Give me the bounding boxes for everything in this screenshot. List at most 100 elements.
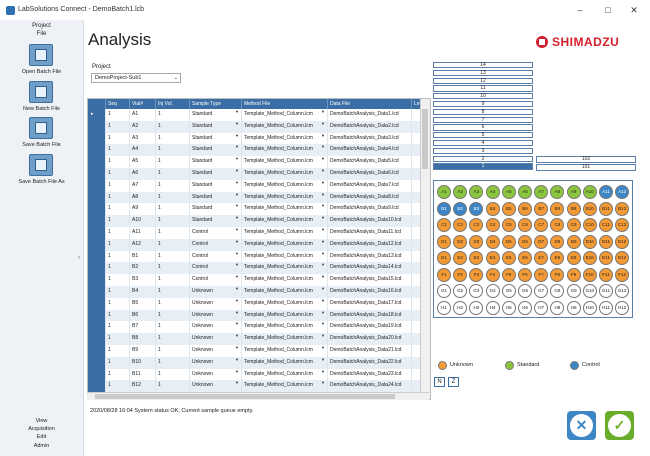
- vertical-scrollbar[interactable]: [420, 99, 430, 399]
- cell-method-file[interactable]: Template_Method_Column.lcm: [242, 109, 328, 121]
- cell-sample-type[interactable]: Unknown: [190, 333, 242, 345]
- ok-button[interactable]: ✓: [605, 411, 634, 440]
- plate-well[interactable]: F9: [566, 267, 581, 282]
- plate-well[interactable]: H3: [469, 300, 484, 315]
- n-toggle-button[interactable]: N: [434, 377, 445, 387]
- cell-method-file[interactable]: Template_Method_Column.lcm: [242, 262, 328, 275]
- plate-well[interactable]: A1: [437, 185, 451, 199]
- cell-injvol[interactable]: 1: [156, 286, 190, 298]
- row-selector[interactable]: [88, 132, 106, 145]
- dropdown-arrow-icon[interactable]: ▼: [235, 227, 239, 232]
- plate-well[interactable]: H6: [518, 300, 532, 315]
- plate-well[interactable]: H10: [582, 300, 597, 315]
- dropdown-arrow-icon[interactable]: ▼: [235, 191, 239, 197]
- table-row[interactable]: 1 A6 1 Standard ▼ Template_Method_Column.lcm ▼…: [88, 168, 430, 180]
- sidebar-menu-project[interactable]: Project: [32, 23, 51, 29]
- cell-injvol[interactable]: 1: [156, 156, 190, 168]
- cell-data-file[interactable]: DemoBatchAnalysis_Data5.lcd: [328, 156, 412, 168]
- table-row[interactable]: 1 A9 1 Standard ▼ Template_Method_Column.lcm ▼…: [88, 203, 430, 216]
- cell-injvol[interactable]: 1: [156, 132, 190, 145]
- plate-well[interactable]: B3: [469, 201, 484, 216]
- cell-data-file[interactable]: DemoBatchAnalysis_Data16.lcd: [328, 286, 412, 298]
- plate-well[interactable]: C2: [453, 218, 468, 232]
- cell-seq[interactable]: 1: [106, 309, 130, 322]
- cell-method-file[interactable]: Template_Method_Column.lcm: [242, 156, 328, 168]
- cell-seq[interactable]: 1: [106, 380, 130, 393]
- plate-well[interactable]: A2: [453, 185, 468, 199]
- plate-well[interactable]: D3: [469, 234, 484, 249]
- cell-sample-type[interactable]: Standard: [190, 156, 242, 168]
- row-selector[interactable]: [88, 156, 106, 168]
- new-batch-button[interactable]: New Batch File: [0, 81, 83, 117]
- col-header-sample-type[interactable]: Sample Type: [190, 99, 242, 109]
- cell-sample-type[interactable]: Unknown: [190, 309, 242, 322]
- row-selector[interactable]: [88, 309, 106, 322]
- dropdown-arrow-icon[interactable]: ▼: [321, 109, 325, 114]
- cell-method-file[interactable]: Template_Method_Column.lcm: [242, 356, 328, 369]
- plate-well[interactable]: D11: [599, 234, 613, 249]
- cell-method-file[interactable]: Template_Method_Column.lcm: [242, 333, 328, 345]
- cell-vial[interactable]: B12: [130, 380, 156, 393]
- cell-seq[interactable]: 1: [106, 274, 130, 286]
- cell-injvol[interactable]: 1: [156, 238, 190, 251]
- cell-data-file[interactable]: DemoBatchAnalysis_Data9.lcd: [328, 203, 412, 216]
- cell-data-file[interactable]: DemoBatchAnalysis_Data18.lcd: [328, 309, 412, 322]
- plate-well[interactable]: B11: [599, 201, 613, 216]
- plate-well[interactable]: C1: [437, 218, 451, 232]
- plate-well[interactable]: E8: [550, 251, 565, 265]
- cell-method-file[interactable]: Template_Method_Column.lcm: [242, 286, 328, 298]
- dropdown-arrow-icon[interactable]: ▼: [235, 345, 239, 350]
- plate-well[interactable]: E3: [469, 251, 484, 265]
- cell-vial[interactable]: B9: [130, 345, 156, 357]
- dropdown-arrow-icon[interactable]: ▼: [321, 356, 325, 362]
- cell-seq[interactable]: 1: [106, 250, 130, 263]
- plate-well[interactable]: A9: [566, 185, 581, 199]
- table-row[interactable]: 1 B8 1 Unknown ▼ Template_Method_Column.lcm ▼ D…: [88, 333, 430, 345]
- row-selector[interactable]: [88, 321, 106, 334]
- cell-vial[interactable]: B10: [130, 356, 156, 369]
- dropdown-arrow-icon[interactable]: ▼: [235, 356, 239, 362]
- cell-injvol[interactable]: 1: [156, 356, 190, 369]
- cell-data-file[interactable]: DemoBatchAnalysis_Data15.lcd: [328, 274, 412, 286]
- cell-data-file[interactable]: DemoBatchAnalysis_Data11.lcd: [328, 227, 412, 239]
- cell-sample-type[interactable]: Unknown: [190, 380, 242, 393]
- plate-well[interactable]: F8: [550, 267, 565, 282]
- plate-well[interactable]: D6: [518, 234, 532, 249]
- row-selector[interactable]: [88, 297, 106, 310]
- dropdown-arrow-icon[interactable]: ▼: [321, 132, 325, 138]
- cell-method-file[interactable]: Template_Method_Column.lcm: [242, 203, 328, 216]
- project-select[interactable]: DemoProject-Sub1 ⌄: [91, 73, 181, 83]
- row-selector[interactable]: [88, 333, 106, 345]
- table-row[interactable]: 1 B1 1 Control ▼ Template_Method_Column.lcm ▼ D…: [88, 250, 430, 263]
- plate-well[interactable]: D8: [550, 234, 565, 249]
- open-batch-button[interactable]: Open Batch File: [0, 44, 83, 80]
- table-row[interactable]: 1 B9 1 Unknown ▼ Template_Method_Column.lcm ▼ D…: [88, 345, 430, 357]
- cell-injvol[interactable]: 1: [156, 380, 190, 393]
- sequence-item[interactable]: 11: [433, 85, 533, 92]
- cell-injvol[interactable]: 1: [156, 168, 190, 180]
- dropdown-arrow-icon[interactable]: ▼: [235, 274, 239, 280]
- sequence-item[interactable]: 1: [433, 163, 533, 170]
- cell-method-file[interactable]: Template_Method_Column.lcm: [242, 297, 328, 310]
- cell-injvol[interactable]: 1: [156, 321, 190, 334]
- sidebar-menu-view[interactable]: View: [35, 418, 48, 424]
- cell-sample-type[interactable]: Standard: [190, 144, 242, 157]
- plate-well[interactable]: A7: [534, 185, 549, 199]
- sequence-item[interactable]: 14: [433, 62, 533, 69]
- dropdown-arrow-icon[interactable]: ▼: [235, 132, 239, 138]
- table-row[interactable]: 1 A10 1 Standard ▼ Template_Method_Column.lcm…: [88, 215, 430, 227]
- plate-well[interactable]: E11: [599, 251, 613, 265]
- cell-seq[interactable]: 1: [106, 132, 130, 145]
- minimize-button[interactable]: –: [577, 5, 583, 15]
- plate-well[interactable]: B2: [453, 201, 468, 216]
- scroll-thumb[interactable]: [95, 394, 395, 399]
- sequence-item[interactable]: 3: [433, 147, 533, 154]
- cell-injvol[interactable]: 1: [156, 227, 190, 239]
- plate-well[interactable]: G6: [518, 284, 532, 298]
- cell-seq[interactable]: 1: [106, 168, 130, 180]
- row-selector[interactable]: [88, 345, 106, 357]
- plate-well[interactable]: H9: [566, 300, 581, 315]
- collapse-sidebar-icon[interactable]: ‹: [78, 255, 80, 261]
- table-row[interactable]: 1 A8 1 Standard ▼ Template_Method_Column.lcm ▼…: [88, 191, 430, 204]
- sequence-vial-item[interactable]: 101: [536, 164, 636, 171]
